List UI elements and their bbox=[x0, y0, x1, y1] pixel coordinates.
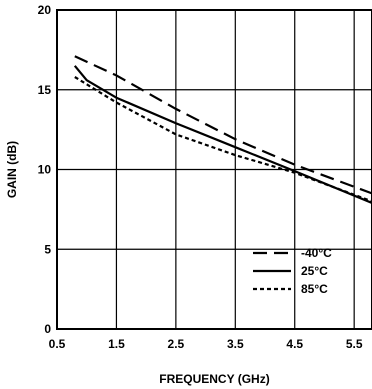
x-tick-label: 2.5 bbox=[168, 337, 185, 351]
x-tick-label: 3.5 bbox=[227, 337, 244, 351]
legend-label-1: 25°C bbox=[301, 264, 328, 278]
x-tick-label: 5.5 bbox=[346, 337, 363, 351]
plot-frame bbox=[56, 9, 372, 330]
legend-label-0: -40°C bbox=[301, 246, 332, 260]
y-tick-labels: 0 5 10 15 20 bbox=[38, 3, 52, 336]
series-line-0 bbox=[74, 55, 372, 195]
y-tick-label: 10 bbox=[38, 163, 52, 177]
series-line-1 bbox=[73, 65, 372, 205]
x-tick-label: 4.5 bbox=[286, 337, 303, 351]
y-tick-label: 20 bbox=[38, 3, 52, 17]
y-axis-label: GAIN (dB) bbox=[5, 141, 19, 198]
x-axis-label: FREQUENCY (GHz) bbox=[159, 372, 269, 386]
y-tick-label: 15 bbox=[38, 83, 52, 97]
y-tick-label: 0 bbox=[44, 322, 51, 336]
x-tick-label: 1.5 bbox=[108, 337, 125, 351]
x-tick-label: 0.5 bbox=[49, 337, 66, 351]
legend-label-2: 85°C bbox=[301, 282, 328, 296]
series-lines bbox=[73, 55, 372, 205]
y-tick-label: 5 bbox=[44, 242, 51, 256]
x-tick-labels: 0.5 1.5 2.5 3.5 4.5 5.5 bbox=[49, 337, 363, 351]
legend: -40°C 25°C 85°C bbox=[253, 246, 332, 296]
series-line-2 bbox=[74, 76, 372, 203]
